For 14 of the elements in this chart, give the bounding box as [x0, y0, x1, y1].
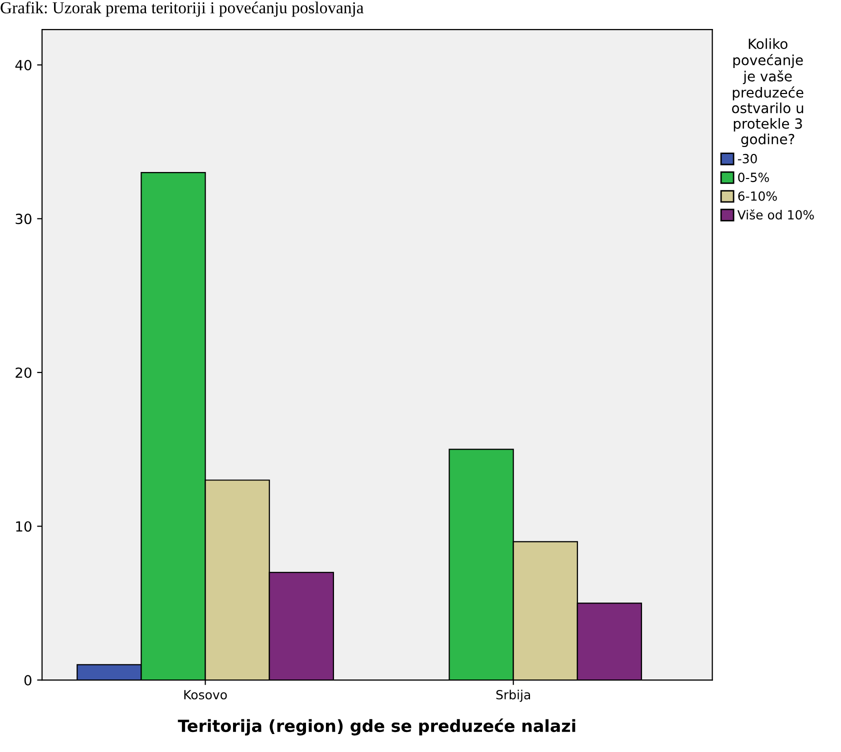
x-axis-title: Teritorija (region) gde se preduzeće nalazi — [178, 718, 576, 736]
legend-title: Koliko povećanje je vaše preduzeće ostvarilo u protekle 3 godine? — [732, 38, 804, 148]
legend-label: Više od 10% — [737, 209, 814, 220]
x-tick-label: Kosovo — [184, 690, 227, 700]
y-tick-label: 20 — [16, 367, 32, 378]
legend-label: 0-5% — [738, 172, 769, 182]
legend-label: 6-10% — [738, 191, 777, 201]
y-tick-label: 0 — [24, 675, 32, 686]
y-tick-label: 30 — [16, 214, 32, 224]
y-tick-label: 40 — [15, 60, 32, 70]
chart-title: Grafik: Uzorak prema teritoriji i povećanju poslovanja — [0, 2, 364, 17]
legend-label: -30 — [738, 154, 757, 164]
x-tick-label: Srbija — [496, 690, 530, 702]
y-tick-label: 10 — [16, 521, 32, 532]
